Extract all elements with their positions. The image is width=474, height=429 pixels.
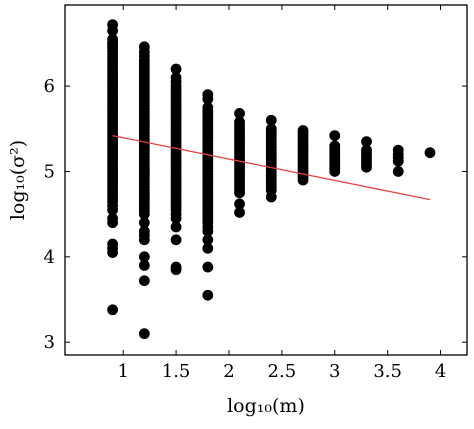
data-point	[361, 161, 372, 173]
data-point	[138, 208, 150, 220]
data-point	[265, 114, 277, 126]
fit-line	[112, 134, 431, 201]
x-tick-label: 1	[117, 361, 128, 382]
axis-ticks: 1 1.5 2 2.5 3 3.5 4 3 4 5 6	[44, 5, 467, 382]
data-point	[107, 304, 119, 316]
data-point	[138, 259, 150, 271]
data-point	[138, 275, 150, 287]
point-column	[234, 108, 245, 218]
data-point	[265, 191, 277, 203]
point-column	[170, 63, 182, 276]
data-point	[202, 225, 214, 237]
data-point	[138, 217, 150, 229]
data-point	[170, 213, 182, 224]
data-point	[424, 147, 436, 159]
data-point	[202, 242, 214, 254]
point-column	[107, 19, 119, 316]
data-point	[107, 217, 119, 229]
data-point	[202, 93, 214, 105]
point-column	[265, 114, 277, 203]
data-point	[297, 174, 309, 186]
y-tick-label: 6	[44, 76, 55, 97]
data-point	[297, 125, 309, 136]
data-point	[392, 166, 404, 177]
data-point	[202, 289, 214, 301]
data-point	[202, 234, 214, 246]
data-point	[392, 155, 404, 167]
data-point	[138, 251, 150, 263]
y-tick-label: 5	[44, 161, 55, 182]
x-tick-label: 3.5	[373, 361, 402, 382]
point-column	[202, 89, 214, 301]
data-point	[170, 76, 182, 88]
data-points	[107, 19, 436, 340]
data-point	[234, 187, 245, 199]
plot-frame	[64, 4, 468, 356]
data-point	[138, 328, 150, 340]
y-tick-label: 3	[44, 332, 55, 353]
x-tick-label: 2	[223, 361, 234, 382]
data-point	[170, 234, 182, 246]
x-tick-label: 4	[435, 361, 446, 382]
x-tick-label: 1.5	[162, 361, 191, 382]
data-point	[329, 166, 341, 177]
data-point	[170, 63, 182, 75]
data-point	[170, 221, 182, 233]
point-column	[297, 125, 309, 186]
point-column	[138, 41, 150, 340]
data-point	[138, 234, 150, 246]
data-point	[234, 207, 245, 218]
data-point	[361, 136, 372, 147]
point-column	[361, 136, 372, 173]
y-tick-label: 4	[44, 247, 55, 268]
data-point	[234, 198, 245, 210]
point-column	[392, 144, 404, 177]
data-point	[107, 247, 119, 258]
x-tick-label: 2.5	[268, 361, 297, 382]
data-point	[392, 144, 404, 156]
x-tick-label: 3	[329, 361, 340, 382]
data-point	[234, 108, 245, 119]
data-point	[107, 42, 119, 54]
x-axis-label: log₁₀(m)	[227, 395, 305, 417]
data-point	[202, 261, 214, 273]
point-column	[424, 147, 436, 159]
data-point	[107, 25, 119, 37]
y-axis-label: log₁₀(σ²)	[7, 140, 29, 220]
data-point	[138, 50, 150, 62]
fit-line-layer	[112, 134, 431, 201]
data-point	[107, 204, 119, 216]
data-point	[329, 130, 341, 142]
point-column	[329, 130, 341, 177]
data-point	[170, 264, 182, 276]
